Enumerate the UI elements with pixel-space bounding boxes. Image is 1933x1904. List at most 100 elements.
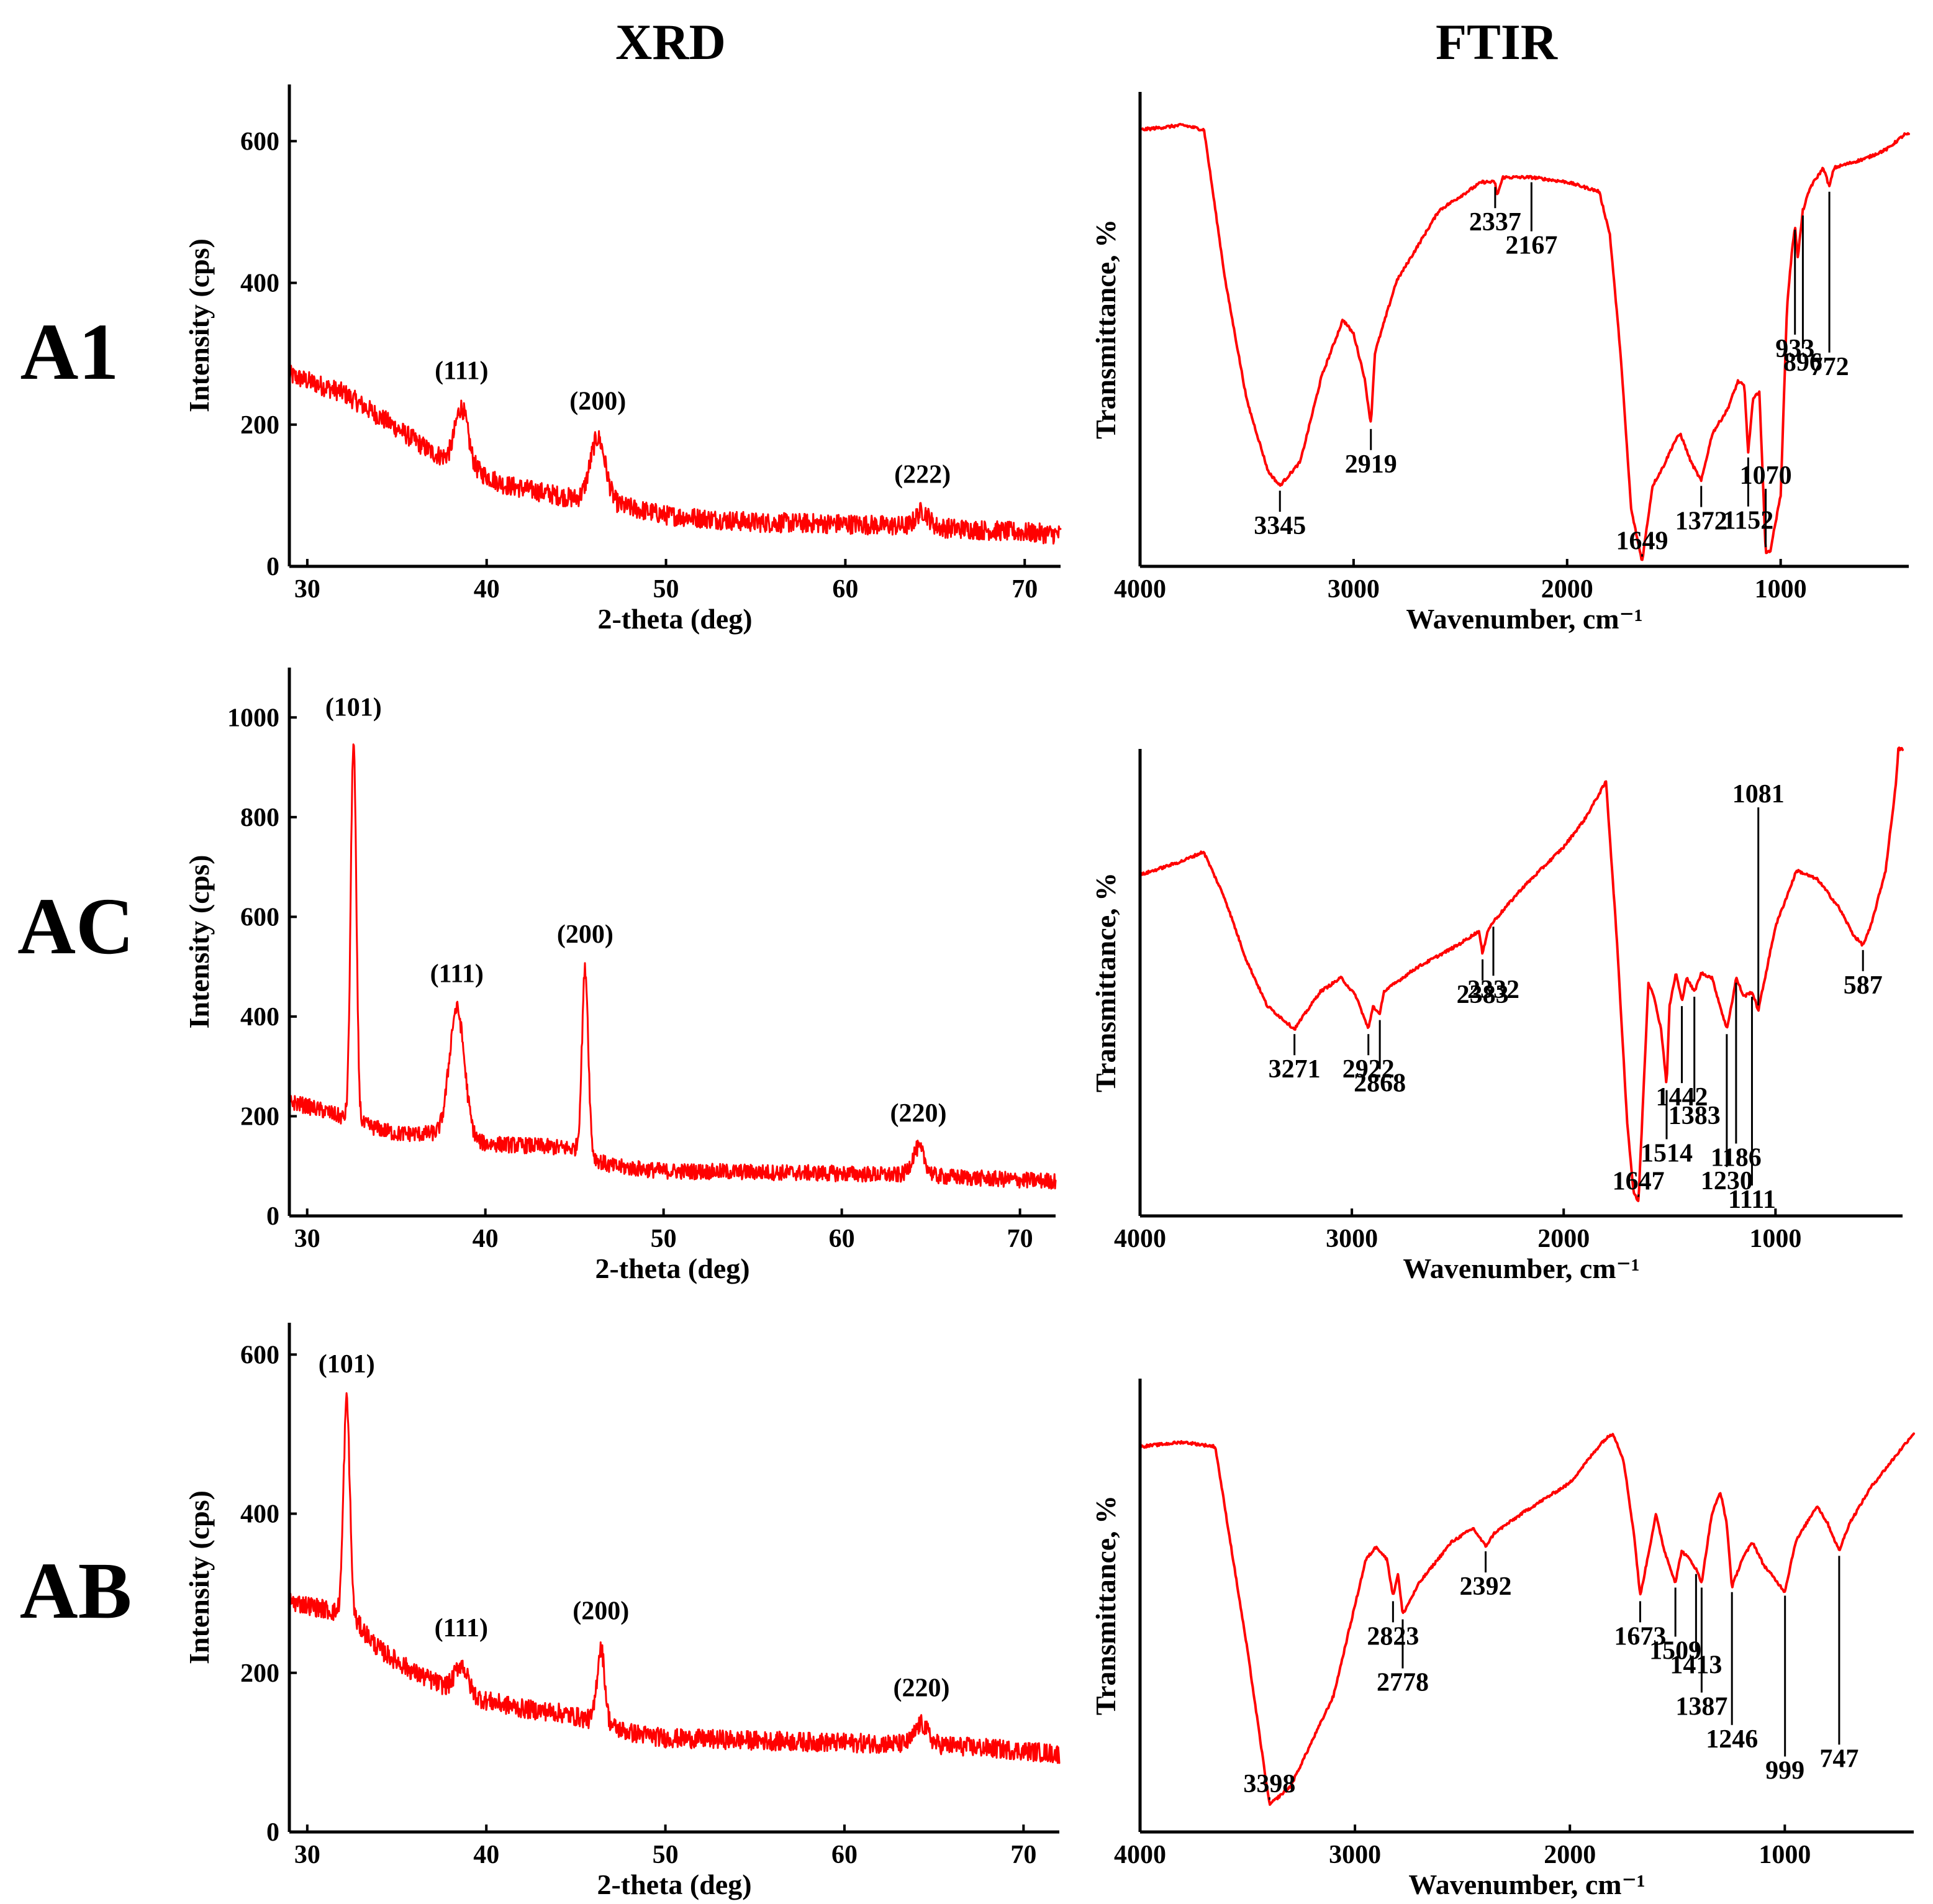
x-tick-label: 3000 bbox=[1326, 1225, 1378, 1253]
x-tick-label: 30 bbox=[294, 1225, 320, 1253]
y-tick-label: 600 bbox=[240, 127, 279, 156]
x-tick-label: 40 bbox=[473, 1225, 499, 1253]
peak-label: (200) bbox=[569, 388, 626, 416]
peak-label: (200) bbox=[573, 1597, 629, 1625]
band-label: 1387 bbox=[1675, 1693, 1727, 1721]
peak-label: (101) bbox=[325, 694, 382, 722]
peak-label: (200) bbox=[557, 920, 613, 949]
y-tick-label: 600 bbox=[240, 903, 279, 932]
x-tick-label: 40 bbox=[474, 575, 500, 604]
band-label: 2337 bbox=[1469, 208, 1521, 237]
band-label: 1514 bbox=[1641, 1139, 1693, 1167]
y-axis-label: Transmittance, % bbox=[1090, 1495, 1121, 1715]
peak-label: (111) bbox=[430, 959, 484, 988]
xrd-trace bbox=[288, 743, 1057, 1190]
x-axis-label: Wavenumber, cm⁻¹ bbox=[1408, 1869, 1645, 1900]
x-axis-label: 2-theta (deg) bbox=[597, 603, 752, 635]
x-tick-label: 1000 bbox=[1749, 1225, 1801, 1253]
x-tick-label: 70 bbox=[1007, 1225, 1033, 1253]
x-tick-label: 60 bbox=[831, 1841, 858, 1869]
y-tick-label: 200 bbox=[240, 411, 279, 440]
peak-label: (111) bbox=[435, 1614, 488, 1643]
x-tick-label: 3000 bbox=[1329, 1841, 1381, 1869]
x-tick-label: 3000 bbox=[1328, 575, 1380, 604]
band-label: 1111 bbox=[1728, 1185, 1776, 1214]
x-tick-label: 30 bbox=[294, 1841, 320, 1869]
ftir-trace bbox=[1139, 746, 1904, 1202]
y-tick-label: 400 bbox=[240, 1003, 279, 1031]
band-label: 1230 bbox=[1701, 1167, 1753, 1195]
chart-ab-ftir: 4000 3000 2000 1000 Wavenumber, cm⁻¹ Transmit… bbox=[1090, 1379, 1915, 1900]
chart-ab-xrd: AB 30 40 50 60 70 0 200 400 600 2-theta (deg) Inten… bbox=[20, 1323, 1061, 1900]
x-tick-label: 4000 bbox=[1114, 1841, 1166, 1869]
x-tick-label: 2000 bbox=[1541, 575, 1593, 604]
y-tick-label: 200 bbox=[240, 1659, 279, 1688]
row-label-a1: A1 bbox=[20, 307, 119, 397]
row-label-ab: AB bbox=[20, 1546, 132, 1636]
y-tick-label: 200 bbox=[240, 1102, 279, 1131]
band-label: 2392 bbox=[1460, 1572, 1512, 1601]
x-tick-label: 70 bbox=[1010, 1841, 1036, 1869]
band-label: 3345 bbox=[1254, 512, 1306, 540]
band-label: 999 bbox=[1765, 1756, 1804, 1785]
peak-label: (101) bbox=[319, 1350, 375, 1379]
band-label: 1442 bbox=[1656, 1083, 1708, 1112]
x-tick-label: 4000 bbox=[1114, 575, 1166, 604]
chart-ac-ftir: 4000 3000 2000 1000 Wavenumber, cm⁻¹ Transmit… bbox=[1090, 746, 1904, 1284]
ftir-column-title: FTIR bbox=[1436, 14, 1558, 70]
x-tick-label: 50 bbox=[653, 1841, 679, 1869]
y-axis-label: Transmittance, % bbox=[1090, 219, 1121, 439]
x-tick-label: 70 bbox=[1012, 575, 1038, 604]
chart-ac-xrd: AC 30 40 50 60 70 0 200 400 600 800 1000 2-theta (de… bbox=[17, 668, 1057, 1284]
band-label: 896 bbox=[1783, 348, 1822, 377]
y-tick-label: 800 bbox=[240, 804, 279, 832]
band-label: 2332 bbox=[1467, 976, 1519, 1004]
band-label: 2868 bbox=[1354, 1069, 1406, 1098]
x-tick-label: 50 bbox=[653, 575, 679, 604]
band-label: 1081 bbox=[1732, 780, 1785, 809]
band-label: 1186 bbox=[1711, 1143, 1762, 1172]
x-tick-label: 60 bbox=[829, 1225, 855, 1253]
band-label: 933 bbox=[1775, 335, 1814, 363]
x-tick-label: 40 bbox=[473, 1841, 499, 1869]
band-label: 2922 bbox=[1342, 1055, 1395, 1084]
xrd-column-title: XRD bbox=[615, 14, 726, 70]
y-axis-label: Intensity (cps) bbox=[183, 1490, 215, 1664]
y-tick-label: 600 bbox=[240, 1341, 279, 1369]
x-tick-label: 50 bbox=[651, 1225, 677, 1253]
row-label-ac: AC bbox=[17, 882, 134, 971]
band-label: 587 bbox=[1844, 971, 1883, 1000]
y-tick-label: 0 bbox=[266, 1818, 279, 1847]
ftir-trace bbox=[1139, 122, 1910, 561]
x-axis-label: 2-theta (deg) bbox=[597, 1869, 751, 1900]
x-tick-label: 60 bbox=[832, 575, 858, 604]
band-label: 1509 bbox=[1649, 1637, 1701, 1666]
band-label: 2778 bbox=[1377, 1669, 1429, 1697]
band-label: 1413 bbox=[1670, 1651, 1722, 1680]
y-tick-label: 400 bbox=[240, 1500, 279, 1529]
xrd-trace bbox=[288, 365, 1062, 545]
band-label: 2919 bbox=[1345, 450, 1397, 479]
x-tick-label: 30 bbox=[294, 575, 320, 604]
band-label: 3398 bbox=[1243, 1770, 1295, 1798]
x-axis-label: Wavenumber, cm⁻¹ bbox=[1406, 603, 1642, 635]
band-label: 1673 bbox=[1614, 1622, 1666, 1651]
peak-label: (222) bbox=[894, 460, 951, 489]
band-label: 1649 bbox=[1616, 527, 1668, 555]
band-label: 1647 bbox=[1613, 1167, 1665, 1195]
x-tick-label: 2000 bbox=[1544, 1841, 1596, 1869]
peak-label: (220) bbox=[890, 1099, 947, 1128]
band-label: 1383 bbox=[1668, 1102, 1721, 1130]
x-tick-label: 1000 bbox=[1759, 1841, 1811, 1869]
y-tick-label: 0 bbox=[266, 553, 279, 581]
peak-label: (111) bbox=[435, 356, 488, 385]
band-label: 2823 bbox=[1367, 1622, 1419, 1651]
band-label: 3271 bbox=[1269, 1055, 1321, 1084]
band-label: 1372 bbox=[1675, 507, 1727, 535]
band-label: 772 bbox=[1810, 353, 1849, 381]
band-label: 2167 bbox=[1505, 232, 1557, 260]
y-tick-label: 0 bbox=[266, 1202, 279, 1231]
band-label: 1070 bbox=[1740, 461, 1792, 490]
x-axis-label: 2-theta (deg) bbox=[595, 1253, 749, 1284]
